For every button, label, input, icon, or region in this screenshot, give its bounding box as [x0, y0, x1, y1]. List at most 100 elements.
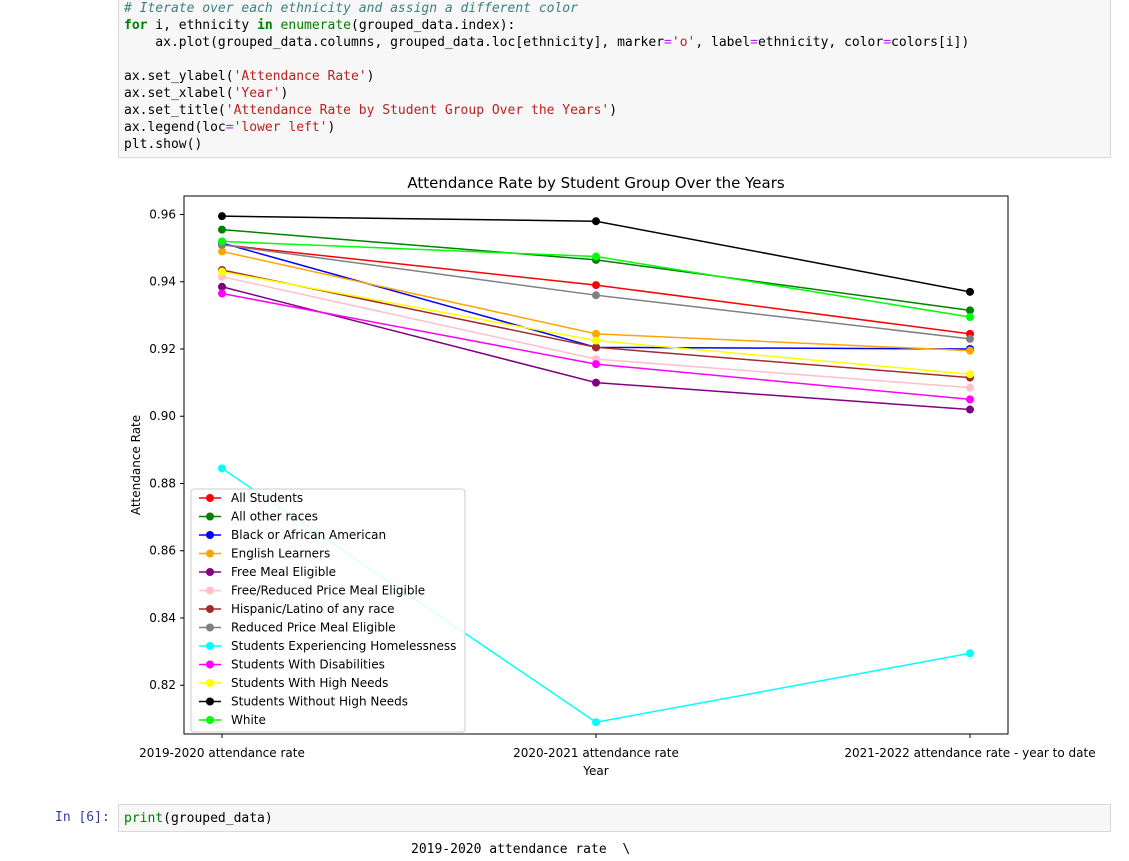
y-tick-label: 0.88 — [149, 476, 176, 490]
legend-label: Free/Reduced Price Meal Eligible — [231, 584, 425, 598]
y-tick-label: 0.82 — [149, 678, 176, 692]
code-string: 'Attendance Rate' — [233, 69, 367, 84]
data-point — [218, 247, 226, 256]
code-text: i, ethnicity — [147, 18, 258, 33]
legend-item: English Learners — [199, 547, 330, 561]
legend-marker — [206, 494, 214, 502]
legend-item: Students Experiencing Homelessness — [199, 639, 456, 653]
data-point — [966, 346, 974, 355]
legend-marker — [206, 679, 214, 687]
series-line — [218, 282, 974, 414]
data-point — [966, 395, 974, 404]
code-line-show: plt.show() — [124, 136, 202, 153]
series-line — [218, 240, 974, 343]
series-line — [218, 237, 974, 322]
legend-marker — [206, 642, 214, 650]
legend-marker — [206, 586, 214, 595]
input-code: print(grouped_data) — [124, 811, 273, 826]
x-tick-label: 2021-2022 attendance rate - year to date — [844, 746, 1095, 760]
code-text: ) — [327, 120, 336, 135]
data-point — [218, 267, 226, 276]
legend-label: Reduced Price Meal Eligible — [231, 621, 396, 635]
code-string: 'lower left' — [233, 120, 328, 135]
code-keyword-in: in — [257, 18, 273, 33]
legend-item: Students With High Needs — [199, 676, 388, 690]
code-builtin: enumerate — [280, 18, 351, 33]
data-point — [592, 252, 600, 261]
data-point — [966, 383, 974, 392]
chart-title: Attendance Rate by Student Group Over th… — [407, 174, 785, 192]
code-text: ) — [280, 86, 289, 101]
code-line-comment: # Iterate over each ethnicity and assign… — [124, 0, 578, 17]
series-layer — [218, 212, 974, 727]
legend-label: Hispanic/Latino of any race — [231, 602, 395, 616]
code-line-legend: ax.legend(loc='lower left') — [124, 119, 335, 136]
data-point — [592, 360, 600, 369]
y-tick-label: 0.92 — [149, 342, 176, 356]
data-point — [966, 287, 974, 296]
x-axis-label: Year — [582, 764, 608, 778]
data-point — [592, 281, 600, 290]
code-string: 'o' — [671, 35, 696, 50]
code-text: colors[i]) — [891, 35, 970, 50]
code-text: plt.show() — [124, 137, 203, 152]
x-axis: 2019-2020 attendance rate 2020-2021 atten… — [139, 734, 1096, 760]
data-point — [966, 405, 974, 414]
legend-item: Hispanic/Latino of any race — [199, 602, 395, 616]
code-keyword-for: for — [124, 18, 148, 33]
legend-item: Students With Disabilities — [199, 658, 385, 672]
code-operator: = — [750, 35, 758, 50]
code-line-title: ax.set_title('Attendance Rate by Student… — [124, 102, 617, 119]
legend-marker — [206, 512, 214, 521]
data-point — [592, 336, 600, 345]
legend-label: Black or African American — [231, 528, 386, 542]
y-tick-label: 0.96 — [149, 207, 176, 221]
legend-label: Students With High Needs — [231, 676, 388, 690]
code-cell[interactable]: # Iterate over each ethnicity and assign… — [118, 0, 1111, 158]
legend-item: Students Without High Needs — [199, 695, 408, 709]
code-operator: = — [225, 120, 234, 135]
data-point — [966, 334, 974, 343]
data-point — [218, 282, 226, 291]
input-cell[interactable]: print(grouped_data) — [118, 804, 1111, 832]
code-text: ax.set_ylabel( — [124, 69, 234, 84]
code-text: ax.legend(loc — [124, 120, 226, 135]
legend-item: Free/Reduced Price Meal Eligible — [199, 584, 425, 598]
code-line-ylabel: ax.set_ylabel('Attendance Rate') — [124, 68, 374, 85]
data-point — [966, 306, 974, 315]
data-point — [592, 291, 600, 300]
legend-marker — [206, 660, 214, 669]
y-tick-label: 0.90 — [149, 409, 176, 423]
code-line-plot: ax.plot(grouped_data.columns, grouped_da… — [124, 34, 969, 51]
code-operator: = — [883, 35, 892, 50]
code-text: ethnicity, color — [757, 35, 884, 50]
legend-label: All Students — [231, 491, 303, 505]
data-point — [218, 237, 226, 246]
series-line — [218, 267, 974, 379]
code-text: ) — [609, 103, 618, 118]
code-text: (grouped_data.index): — [351, 18, 516, 33]
data-point — [592, 343, 600, 352]
y-tick-label: 0.94 — [149, 275, 176, 289]
series-line — [218, 247, 974, 355]
legend-item: Free Meal Eligible — [199, 565, 336, 579]
legend-frame — [190, 488, 466, 733]
legend-marker — [206, 697, 214, 706]
data-point — [966, 313, 974, 322]
legend: All Students All other races Black or Afri… — [190, 488, 466, 733]
legend-item: White — [199, 713, 266, 727]
y-tick-label: 0.86 — [149, 544, 176, 558]
code-text: ax.plot(grouped_data.columns, grouped_da… — [124, 35, 665, 50]
y-axis-label: Attendance Rate — [129, 415, 143, 515]
code-string: 'Year' — [233, 86, 281, 101]
legend-marker — [206, 716, 214, 724]
legend-item: All other races — [199, 510, 318, 524]
code-text: ) — [366, 69, 375, 84]
code-builtin: print — [124, 811, 164, 826]
data-point — [218, 289, 226, 298]
legend-label: Free Meal Eligible — [231, 565, 336, 579]
legend-item: Reduced Price Meal Eligible — [199, 621, 396, 635]
legend-label: Students Experiencing Homelessness — [231, 639, 456, 653]
code-text: ax.set_xlabel( — [124, 86, 234, 101]
code-operator: = — [664, 35, 672, 50]
